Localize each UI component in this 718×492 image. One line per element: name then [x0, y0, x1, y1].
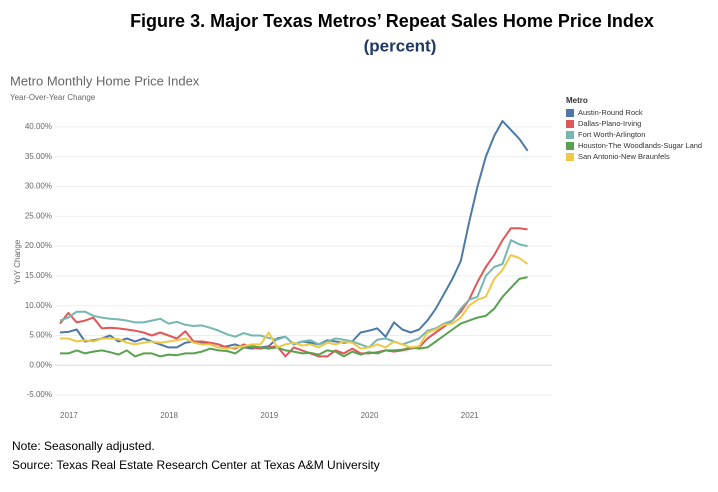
- source: Source: Texas Real Estate Research Cente…: [12, 458, 380, 472]
- legend-label: Dallas-Plano-Irving: [578, 119, 641, 128]
- series-line: [60, 276, 528, 358]
- y-axis-label: YoY Change: [13, 239, 22, 284]
- y-tick-label: 5.00%: [29, 331, 52, 340]
- y-tick-label: 30.00%: [25, 182, 52, 191]
- legend-label: Fort Worth-Arlington: [578, 130, 645, 139]
- series-line: [60, 254, 529, 350]
- x-tick-label: 2017: [60, 411, 78, 420]
- y-tick-label: 15.00%: [25, 271, 52, 280]
- legend-title: Metro: [566, 96, 588, 105]
- series-line: [59, 239, 528, 349]
- figure-subtitle: (percent): [364, 36, 437, 55]
- legend-label: Austin-Round Rock: [578, 108, 643, 117]
- y-tick-label: -5.00%: [27, 390, 52, 399]
- chart-subtitle: Year-Over-Year Change: [10, 93, 96, 102]
- legend-swatch: [566, 142, 574, 150]
- y-tick-label: 20.00%: [25, 241, 52, 250]
- y-tick-label: 25.00%: [25, 211, 52, 220]
- note: Note: Seasonally adjusted.: [12, 439, 155, 453]
- x-tick-label: 2019: [260, 411, 278, 420]
- legend-swatch: [566, 109, 574, 117]
- legend-swatch: [566, 153, 574, 161]
- chart-title: Metro Monthly Home Price Index: [10, 73, 200, 88]
- y-tick-label: 35.00%: [25, 152, 52, 161]
- legend-swatch: [566, 120, 574, 128]
- legend-swatch: [566, 131, 574, 139]
- y-tick-label: 10.00%: [25, 301, 52, 310]
- y-tick-label: 0.00%: [29, 360, 52, 369]
- legend-label: Houston-The Woodlands-Sugar Land: [578, 141, 702, 150]
- series-line: [59, 227, 528, 358]
- y-tick-label: 40.00%: [25, 122, 52, 131]
- x-tick-label: 2020: [361, 411, 379, 420]
- x-tick-label: 2021: [461, 411, 479, 420]
- figure-title: Figure 3. Major Texas Metros’ Repeat Sal…: [130, 11, 654, 31]
- legend-label: San Antonio-New Braunfels: [578, 152, 670, 161]
- x-tick-label: 2018: [160, 411, 178, 420]
